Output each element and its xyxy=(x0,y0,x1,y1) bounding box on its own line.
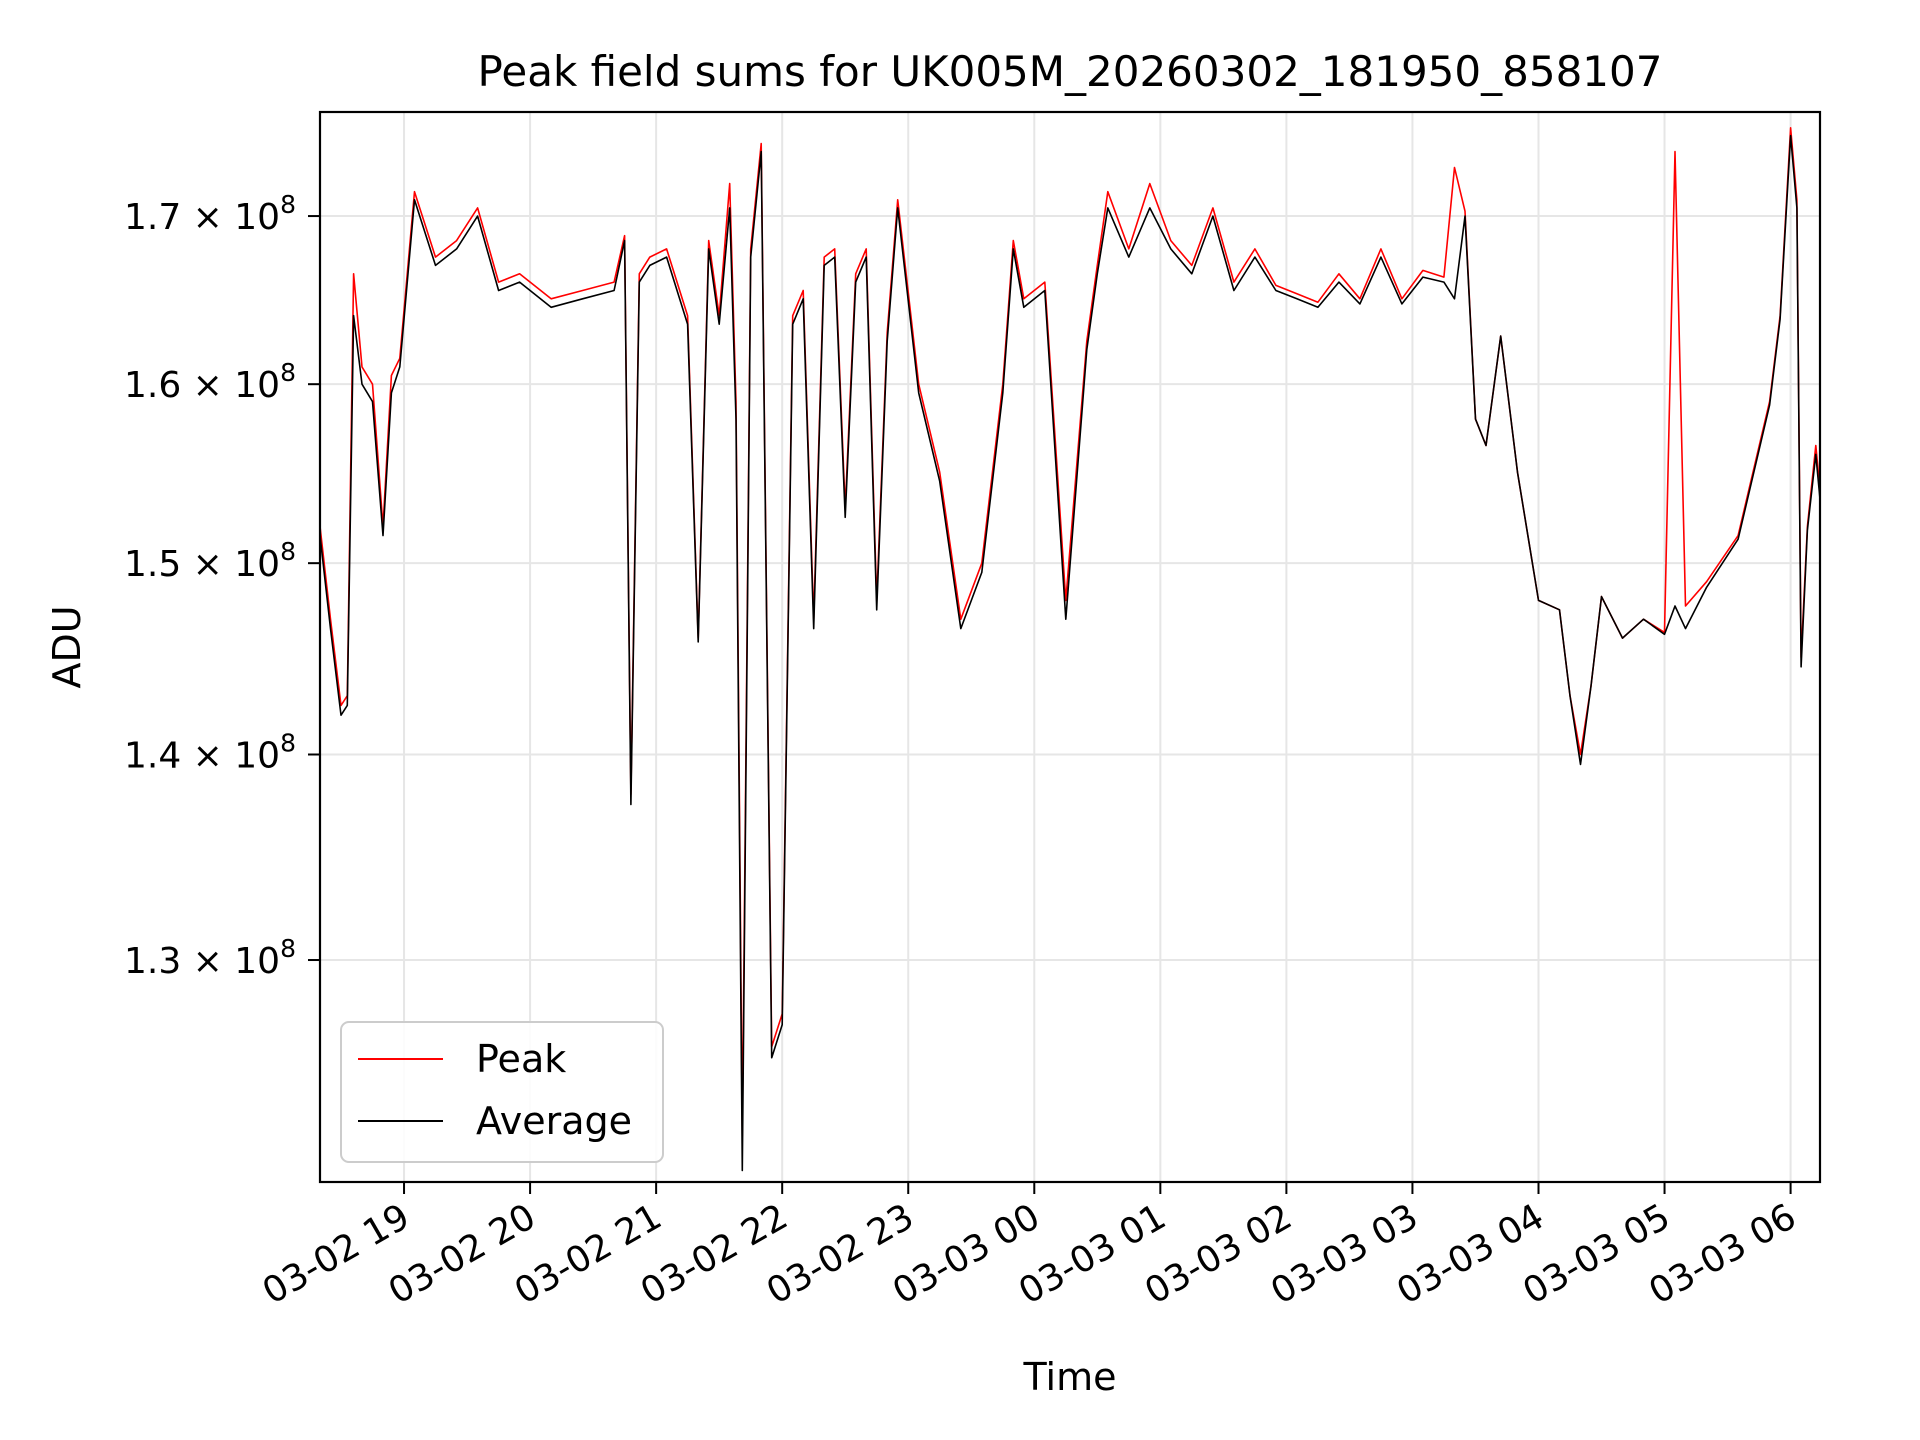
y-tick-exponent: 8 xyxy=(280,537,296,566)
y-tick-label: 1.5 × 108 xyxy=(124,537,296,585)
axes-background xyxy=(320,112,1820,1182)
y-tick-label: 1.3 × 108 xyxy=(124,934,296,982)
y-tick-exponent: 8 xyxy=(280,934,296,963)
series-lines xyxy=(320,127,1820,1172)
y-tick-mantissa: 1.6 × 10 xyxy=(124,365,280,406)
y-tick-label: 1.7 × 108 xyxy=(124,190,296,238)
y-tick-exponent: 8 xyxy=(280,358,296,387)
plot-area xyxy=(318,110,1822,1184)
y-tick-label: 1.4 × 108 xyxy=(124,729,296,777)
axes-frame xyxy=(318,110,1822,1184)
chart-title: Peak field sums for UK005M_20260302_1819… xyxy=(478,47,1663,96)
y-tick-mantissa: 1.4 × 10 xyxy=(124,736,280,777)
legend: Peak Average xyxy=(340,1021,664,1163)
legend-label-peak: Peak xyxy=(476,1037,566,1081)
x-axis-label: Time xyxy=(1023,1355,1117,1399)
y-tick-mantissa: 1.3 × 10 xyxy=(124,941,280,982)
y-axis-label: ADU xyxy=(45,605,89,688)
series-line-average xyxy=(320,134,1820,1172)
y-tick-mantissa: 1.7 × 10 xyxy=(124,197,280,238)
y-tick-mantissa: 1.5 × 10 xyxy=(124,544,280,585)
y-tick-exponent: 8 xyxy=(280,190,296,219)
y-tick-exponent: 8 xyxy=(280,729,296,758)
y-tick-label: 1.6 × 108 xyxy=(124,358,296,406)
legend-label-average: Average xyxy=(476,1099,632,1143)
legend-box xyxy=(340,1021,664,1163)
